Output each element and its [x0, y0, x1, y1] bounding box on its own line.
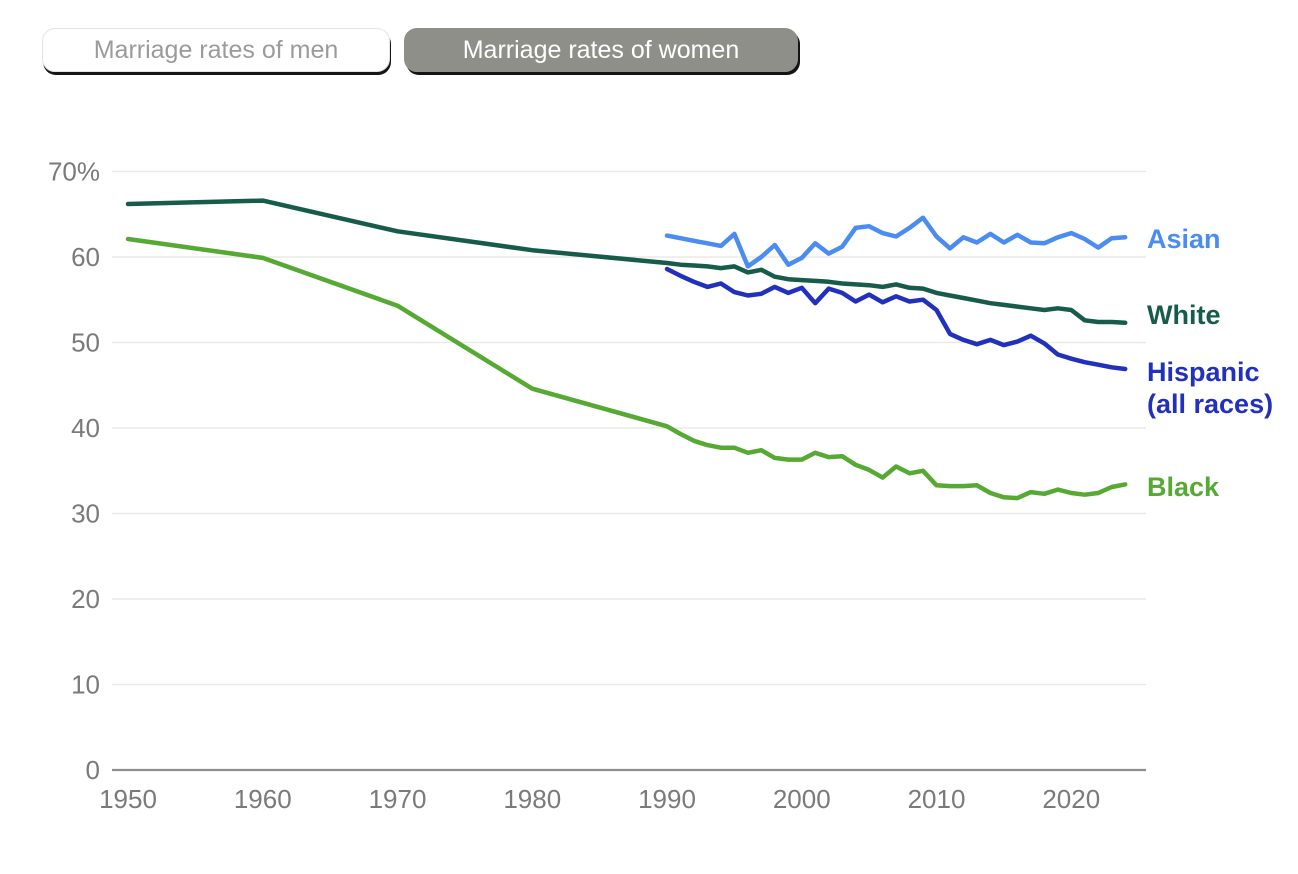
legend-white: White	[1147, 299, 1221, 331]
legend-black-label: Black	[1147, 472, 1220, 502]
toggle-marriage-rates-women[interactable]: Marriage rates of women	[404, 28, 798, 72]
series-line-asian	[664, 215, 1128, 269]
y-tick-30: 30	[71, 499, 100, 529]
legend-hispanic-label-line1: Hispanic	[1147, 357, 1260, 387]
x-tick-1960: 1960	[234, 784, 292, 814]
legend-asian: Asian	[1147, 223, 1221, 255]
legend-hispanic: Hispanic (all races)	[1147, 356, 1273, 420]
x-tick-1950: 1950	[99, 784, 157, 814]
y-tick-10: 10	[71, 670, 100, 700]
x-tick-2010: 2010	[908, 784, 966, 814]
series-line-white	[125, 198, 1128, 326]
legend-black: Black	[1147, 471, 1219, 503]
x-tick-1990: 1990	[638, 784, 696, 814]
y-tick-50: 50	[71, 328, 100, 358]
y-tick-70: 70%	[48, 157, 100, 187]
x-tick-2020: 2020	[1042, 784, 1100, 814]
toggle-marriage-rates-men[interactable]: Marriage rates of men	[42, 28, 390, 72]
series-line-hispanic	[664, 266, 1128, 372]
legend-asian-label: Asian	[1147, 224, 1221, 254]
x-tick-1970: 1970	[369, 784, 427, 814]
x-tick-2000: 2000	[773, 784, 831, 814]
x-tick-1980: 1980	[503, 784, 561, 814]
y-tick-40: 40	[71, 413, 100, 443]
y-tick-60: 60	[71, 242, 100, 272]
legend-white-label: White	[1147, 300, 1221, 330]
y-tick-0: 0	[86, 755, 100, 785]
series-line-black	[125, 236, 1128, 501]
y-tick-20: 20	[71, 584, 100, 614]
legend-hispanic-label-line2: (all races)	[1147, 389, 1274, 419]
